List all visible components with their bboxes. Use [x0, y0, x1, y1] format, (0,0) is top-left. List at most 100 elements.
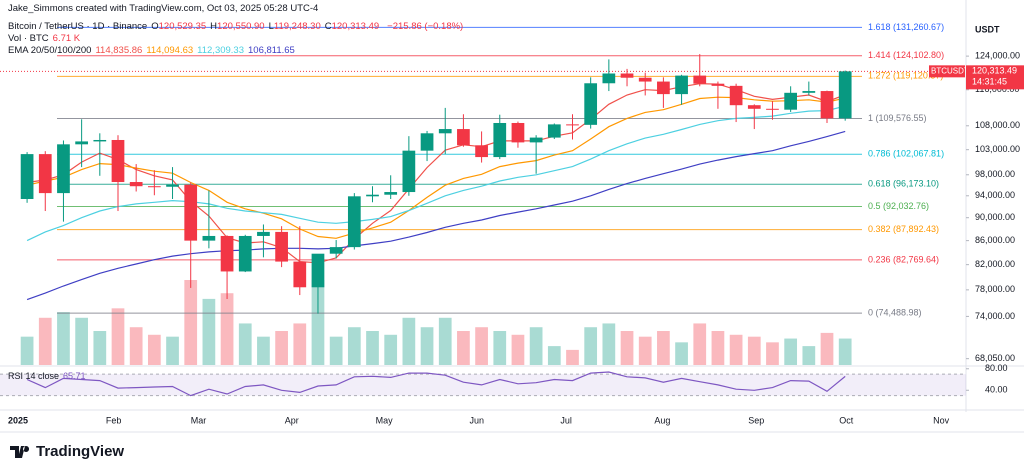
volume-bar: [220, 293, 234, 365]
ema-value: 106,811.65: [248, 45, 295, 56]
ema-label: EMA 20/50/100/200: [8, 45, 92, 56]
candle-body: [438, 129, 452, 134]
volume-bar: [275, 331, 288, 365]
candle-body: [766, 108, 779, 110]
fib-label: 1.414 (124,102.80): [868, 50, 944, 60]
candle-body: [511, 122, 525, 143]
y-tick-label: 94,000.00: [975, 190, 1015, 200]
volume-bar: [820, 332, 834, 365]
volume-bar: [75, 317, 88, 365]
candle-body: [293, 261, 307, 288]
candle-body: [820, 91, 834, 119]
y-tick-label: 74,000.00: [975, 311, 1015, 321]
brand-logo: [10, 446, 30, 458]
volume-bar: [693, 323, 707, 365]
candle-body: [347, 196, 361, 248]
ohlc-value: 120,313.49: [331, 21, 380, 32]
candle-body: [329, 247, 343, 254]
candle-body: [57, 144, 70, 194]
ohlc-value: 119,248.30: [273, 21, 321, 32]
ema-values: 114,835.86 114,094.63 112,309.33 106,811.65: [95, 45, 298, 56]
ema-line: [26, 130, 846, 301]
candle-body: [184, 184, 198, 241]
volume-bar: [784, 338, 798, 365]
candle-body: [202, 235, 216, 241]
fib-label: 0 (74,488.98): [868, 307, 922, 317]
volume-bar: [384, 334, 398, 365]
candle-body: [166, 184, 179, 187]
volume-bar: [57, 312, 70, 365]
fib-label: 1 (109,576.55): [868, 113, 927, 123]
volume-row: Vol · BTC 6.71 K: [8, 33, 467, 45]
rsi-label: RSI 14 close: [8, 371, 59, 381]
volume-bar: [838, 338, 852, 365]
candle-body: [675, 75, 688, 95]
x-tick-label: May: [376, 415, 394, 425]
candle-body: [457, 129, 470, 146]
currency-label: USDT: [975, 24, 1000, 34]
volume-bar: [511, 334, 525, 365]
rsi-value: 65.71: [63, 371, 86, 381]
y-tick-label: 124,000.00: [975, 50, 1020, 60]
ema-value: 112,309.33: [197, 45, 244, 56]
volume-bar: [802, 346, 816, 365]
candle-body: [238, 235, 252, 272]
last-price-bg: [966, 65, 1024, 90]
volume-bar: [547, 346, 561, 365]
volume-bar: [638, 336, 652, 365]
fib-label: 0.236 (82,769.64): [868, 254, 939, 264]
candle-body: [111, 139, 125, 183]
volume-bar: [438, 317, 452, 365]
y-tick-label: 98,000.00: [975, 169, 1015, 179]
brand-name: TradingView: [36, 443, 124, 460]
legend-header: Jake_Simmons created with TradingView.co…: [8, 3, 467, 57]
fib-label: 0.786 (102,067.81): [868, 149, 944, 159]
ema-line: [26, 105, 846, 242]
volume-bar: [311, 280, 325, 365]
candle-body: [420, 133, 434, 151]
volume-bar: [329, 336, 343, 365]
candle-body: [802, 91, 816, 93]
x-tick-label: Aug: [654, 415, 670, 425]
volume-bar: [111, 308, 125, 365]
candle-body: [711, 83, 725, 86]
rsi-tick-label: 80.00: [985, 363, 1008, 373]
volume-bar: [657, 331, 670, 365]
candle-body: [38, 154, 52, 194]
candle-body: [275, 231, 288, 262]
candle-body: [729, 85, 743, 106]
countdown: 14:31:45: [972, 77, 1007, 87]
volume-bar: [257, 336, 270, 365]
candle-body: [311, 253, 325, 288]
candle-body: [547, 124, 561, 138]
volume-bar: [493, 331, 507, 365]
candle-body: [366, 194, 379, 197]
ema-value: 114,835.86: [95, 45, 143, 56]
volume-bar: [402, 317, 416, 365]
volume-bar: [620, 331, 634, 365]
candle-body: [257, 231, 270, 236]
volume-bar: [766, 342, 779, 365]
candle-body: [384, 192, 398, 195]
fib-label: 0.618 (96,173.10): [868, 179, 939, 189]
x-tick-label: Feb: [106, 415, 122, 425]
symbol-title: Bitcoin / TetherUS · 1D · Binance: [8, 21, 148, 32]
ohlc-value: 120,550.90: [217, 21, 265, 32]
volume-bar: [366, 331, 379, 365]
candle-body: [838, 71, 852, 119]
candle-body: [220, 235, 234, 272]
y-tick-label: 86,000.00: [975, 235, 1015, 245]
fib-label: 0.382 (87,892.43): [868, 224, 939, 234]
volume-bar: [529, 327, 543, 365]
volume-bar: [347, 327, 361, 365]
ohlc-key: H: [210, 21, 218, 32]
candle-body: [529, 137, 543, 143]
symbol-row: Bitcoin / TetherUS · 1D · Binance O120,52…: [8, 21, 467, 33]
volume-bar: [93, 331, 107, 365]
volume-bar: [166, 336, 179, 365]
candle-body: [129, 182, 143, 187]
ema-row: EMA 20/50/100/200 114,835.86 114,094.63 112…: [8, 45, 467, 57]
volume-bar: [729, 334, 743, 365]
candle-body: [20, 154, 34, 200]
